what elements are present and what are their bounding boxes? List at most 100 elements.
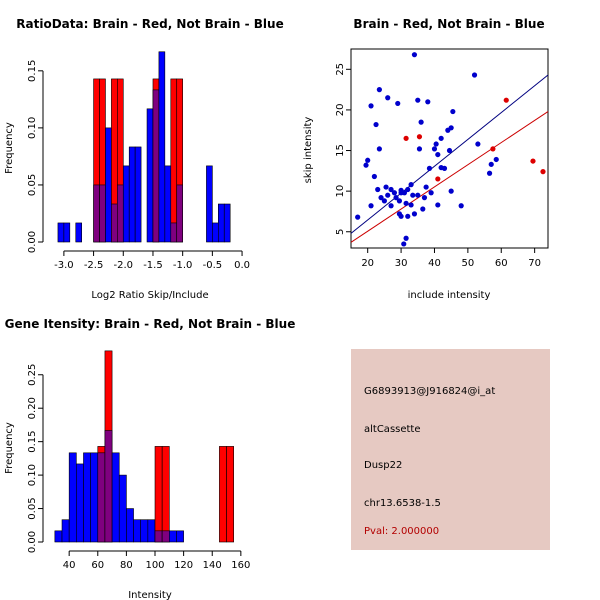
scatter-point-blue bbox=[411, 52, 418, 58]
ratio-histogram-title: RatioData: Brain - Red, Not Brain - Blue bbox=[16, 17, 283, 31]
ratio-bar-blue bbox=[164, 165, 172, 243]
scatter-point-blue bbox=[446, 147, 453, 154]
scatter-point-blue bbox=[425, 99, 431, 105]
scatter-point-blue bbox=[405, 186, 411, 193]
scatter-point-blue bbox=[448, 188, 454, 194]
scatter-point-red bbox=[435, 176, 441, 182]
intensity-histogram-ylabel: Frequency bbox=[4, 422, 15, 474]
ratio-x-tick-label: -2.0 bbox=[114, 260, 134, 271]
scatter-point-blue bbox=[371, 173, 377, 180]
scatter-x-tick-label: 60 bbox=[495, 258, 508, 269]
ratio-bar-blue bbox=[75, 222, 82, 243]
scatter-point-blue bbox=[448, 125, 454, 131]
ratio-bar-blue bbox=[223, 203, 231, 243]
intensity-y-tick-label: 0.25 bbox=[27, 364, 38, 386]
scatter-point-blue bbox=[395, 100, 401, 107]
scatter-point-blue bbox=[363, 162, 369, 168]
scatter-point-blue bbox=[458, 203, 464, 209]
intensity-histogram-xlabel: Intensity bbox=[128, 590, 172, 600]
intensity-y-tick-label: 0.05 bbox=[27, 497, 38, 519]
intensity-bar-blue bbox=[61, 519, 70, 543]
intensity-x-tick-label: 140 bbox=[203, 560, 222, 571]
scatter-point-blue bbox=[401, 190, 408, 196]
intensity-bar-blue bbox=[111, 452, 120, 543]
intensity-bar-blue bbox=[176, 530, 184, 543]
intensity-y-tick-label: 0.00 bbox=[27, 531, 38, 553]
intensity-bar-blue bbox=[90, 452, 99, 543]
scatter-plot-box bbox=[350, 48, 549, 249]
scatter-point-blue bbox=[388, 186, 394, 193]
scatter-point-blue bbox=[388, 203, 394, 209]
scatter-y-tick-label: 10 bbox=[335, 185, 346, 198]
ratio-bar-overlap bbox=[93, 184, 100, 243]
ratio-bar-blue bbox=[158, 51, 166, 243]
scatter-point-blue bbox=[421, 195, 428, 201]
intensity-histogram: Gene Itensity: Brain - Red, Not Brain - … bbox=[4, 317, 295, 600]
scatter-point-blue bbox=[376, 87, 382, 93]
scatter-y-tick-label: 15 bbox=[335, 144, 346, 157]
scatter-point-blue bbox=[368, 203, 374, 209]
ratio-x-tick-label: -1.0 bbox=[173, 260, 193, 271]
scatter-point-blue bbox=[493, 156, 499, 163]
ratio-y-tick-label: 0.10 bbox=[27, 117, 38, 139]
fit-line-red bbox=[350, 111, 549, 243]
intensity-bar-blue bbox=[147, 519, 156, 543]
scatter-point-blue bbox=[471, 72, 478, 78]
intensity-x-tick-label: 160 bbox=[231, 560, 250, 571]
intensity-bar-overlap bbox=[104, 430, 113, 543]
intensity-bar-blue bbox=[140, 519, 149, 543]
ratio-y-tick-label: 0.00 bbox=[27, 231, 38, 253]
intensity-y-tick-label: 0.15 bbox=[27, 431, 38, 453]
probe-id: G6893913@J916824@i_at bbox=[364, 386, 496, 397]
scatter-point-blue bbox=[405, 213, 411, 219]
intensity-y-tick-label: 0.20 bbox=[27, 397, 38, 419]
gene-name: Dusp22 bbox=[364, 460, 403, 471]
scatter-point-blue bbox=[401, 241, 407, 247]
scatter-point-blue bbox=[373, 121, 379, 128]
scatter-point-blue bbox=[420, 206, 426, 212]
intensity-x-tick-label: 60 bbox=[91, 560, 104, 571]
scatter-point-red bbox=[530, 158, 536, 164]
scatter-point-blue bbox=[431, 146, 438, 152]
scatter-point-blue bbox=[475, 141, 481, 147]
scatter-point-blue bbox=[378, 195, 384, 201]
intensity-histogram-title: Gene Itensity: Brain - Red, Not Brain - … bbox=[5, 317, 296, 331]
scatter-point-blue bbox=[393, 195, 399, 201]
intensity-bar-overlap bbox=[161, 530, 170, 543]
scatter-point-blue bbox=[435, 151, 441, 158]
scatter-point-blue bbox=[410, 192, 416, 198]
intensity-bar-red bbox=[161, 446, 170, 543]
scatter-point-blue bbox=[408, 182, 414, 188]
ratio-y-tick-label: 0.05 bbox=[27, 174, 38, 196]
intensity-x-tick-label: 40 bbox=[63, 560, 76, 571]
intensity-y-tick-label: 0.10 bbox=[27, 464, 38, 486]
ratio-histogram-xlabel: Log2 Ratio Skip/Include bbox=[91, 290, 208, 301]
scatter-point-red bbox=[503, 97, 509, 103]
scatter-y-tick-label: 25 bbox=[335, 63, 346, 76]
fit-line-blue bbox=[350, 74, 549, 234]
intensity-x-tick-label: 100 bbox=[145, 560, 164, 571]
ratio-bar-red bbox=[170, 78, 178, 243]
scatter-point-blue bbox=[441, 165, 448, 171]
ratio-bar-overlap bbox=[117, 184, 124, 243]
scatter-point-red bbox=[416, 134, 423, 140]
ratio-x-tick-label: 0.0 bbox=[234, 260, 250, 271]
scatter-point-blue bbox=[375, 186, 381, 193]
scatter-point-blue bbox=[426, 165, 433, 171]
scatter-point-blue bbox=[488, 161, 494, 167]
scatter-point-blue bbox=[486, 170, 493, 176]
scatter-point-blue bbox=[403, 235, 409, 241]
ratio-bar-blue bbox=[63, 222, 71, 243]
intensity-bar-blue bbox=[54, 530, 63, 543]
scatter-point-blue bbox=[398, 213, 404, 219]
ratio-bar-overlap bbox=[170, 222, 178, 243]
scatter-point-blue bbox=[411, 211, 418, 217]
intensity-scatter: Brain - Red, Not Brain - Blue include in… bbox=[303, 17, 549, 301]
scatter-point-red bbox=[540, 169, 546, 175]
scatter-ylabel: skip intensity bbox=[303, 117, 314, 184]
ratio-bar-blue bbox=[128, 146, 136, 243]
intensity-bar-blue bbox=[76, 463, 84, 543]
ratio-x-tick-label: -3.0 bbox=[54, 260, 74, 271]
scatter-point-blue bbox=[355, 214, 361, 220]
genomic-location: chr13.6538-1.5 bbox=[364, 498, 441, 509]
